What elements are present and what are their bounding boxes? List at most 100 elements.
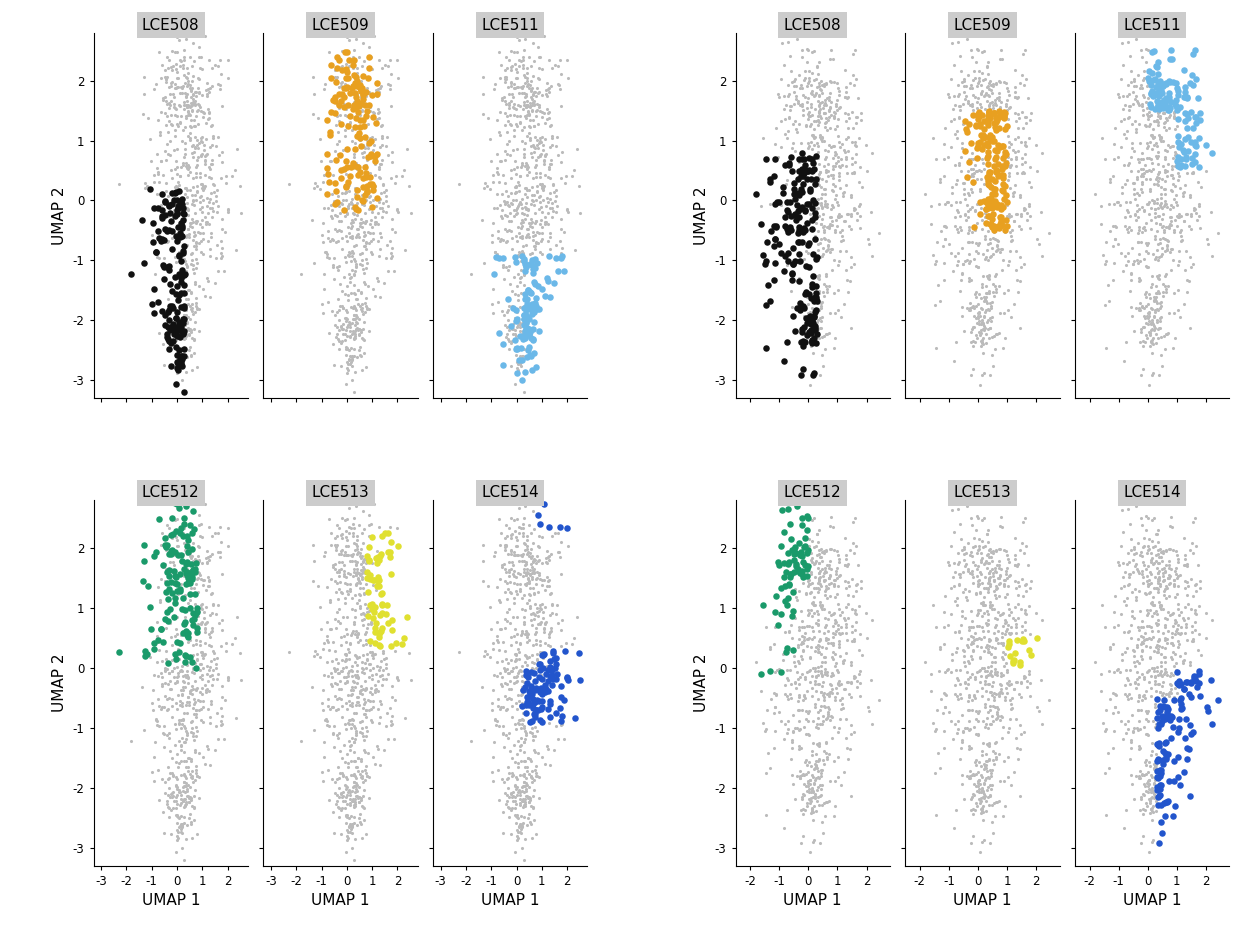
Point xyxy=(338,287,358,302)
Point xyxy=(172,625,192,640)
Point xyxy=(1006,645,1026,660)
Point xyxy=(835,557,855,572)
Point xyxy=(1127,94,1147,109)
Point xyxy=(1137,95,1157,110)
Point xyxy=(523,700,543,715)
Point xyxy=(824,543,844,558)
Point xyxy=(341,566,361,581)
Point xyxy=(504,100,524,115)
Point xyxy=(792,361,812,376)
Point xyxy=(987,237,1007,252)
Point xyxy=(523,696,543,711)
Point xyxy=(190,99,210,114)
Point xyxy=(812,709,832,724)
Point xyxy=(312,235,332,250)
Point xyxy=(499,601,519,616)
Point xyxy=(764,218,784,233)
Point xyxy=(339,651,359,666)
Point xyxy=(529,669,549,684)
Point xyxy=(835,80,855,95)
Point xyxy=(167,206,187,221)
Point xyxy=(497,691,517,706)
Point xyxy=(986,630,1006,645)
Point xyxy=(1129,222,1149,237)
Point xyxy=(191,598,211,613)
Point xyxy=(512,680,532,695)
Point xyxy=(1178,143,1198,158)
Point xyxy=(524,118,544,133)
X-axis label: UMAP 1: UMAP 1 xyxy=(480,893,539,908)
Point xyxy=(523,789,543,804)
Point xyxy=(197,146,217,161)
Point xyxy=(807,59,827,74)
Point xyxy=(392,636,412,651)
Point xyxy=(361,166,381,181)
Point xyxy=(978,104,998,119)
Point xyxy=(981,647,1001,662)
Point xyxy=(338,586,358,601)
Point xyxy=(520,99,540,114)
Point xyxy=(488,44,508,59)
Point xyxy=(960,584,980,599)
Point xyxy=(1157,143,1177,158)
Point xyxy=(958,535,978,550)
Point xyxy=(970,328,990,343)
Point xyxy=(356,291,376,306)
Point xyxy=(958,622,978,637)
Point xyxy=(1006,620,1026,635)
Point xyxy=(1147,692,1167,707)
Point xyxy=(474,723,494,738)
Point xyxy=(308,578,328,593)
Point xyxy=(1002,223,1022,238)
Point xyxy=(946,97,966,112)
Point xyxy=(373,645,393,660)
Point xyxy=(530,233,550,248)
Point xyxy=(1161,709,1181,724)
Point xyxy=(348,566,368,581)
Point xyxy=(523,733,543,748)
Point xyxy=(1147,315,1167,330)
Point xyxy=(502,322,522,337)
Point xyxy=(342,123,362,138)
Point xyxy=(1169,648,1189,663)
Point xyxy=(336,652,356,667)
Point xyxy=(180,125,200,140)
Point xyxy=(785,792,805,807)
Point xyxy=(326,539,346,554)
Point xyxy=(362,134,382,149)
Point xyxy=(802,623,822,638)
Point xyxy=(787,671,807,686)
Point xyxy=(356,214,376,229)
Point xyxy=(494,739,514,754)
Point xyxy=(181,814,201,829)
Point xyxy=(799,163,819,178)
Point xyxy=(837,558,857,573)
Point xyxy=(342,817,362,832)
Point xyxy=(990,677,1010,692)
Point xyxy=(809,676,829,691)
Point xyxy=(960,768,980,783)
Point xyxy=(190,323,210,338)
Point xyxy=(1164,773,1184,788)
Point xyxy=(998,626,1018,641)
Point xyxy=(353,225,373,240)
Point xyxy=(1032,613,1052,628)
Point xyxy=(342,668,362,683)
Point xyxy=(1167,208,1187,223)
Point xyxy=(1011,717,1031,732)
Point xyxy=(1119,219,1139,234)
Point xyxy=(1129,303,1149,318)
Point xyxy=(347,227,367,242)
Point xyxy=(921,216,941,231)
Point xyxy=(799,784,819,799)
Point xyxy=(1184,602,1204,617)
Point xyxy=(161,117,181,132)
Point xyxy=(147,112,167,127)
Point xyxy=(1156,734,1176,749)
Point xyxy=(509,351,529,366)
Point xyxy=(485,245,505,260)
Point xyxy=(807,117,827,132)
Point xyxy=(802,781,822,796)
Point xyxy=(524,707,544,722)
Point xyxy=(158,233,178,248)
